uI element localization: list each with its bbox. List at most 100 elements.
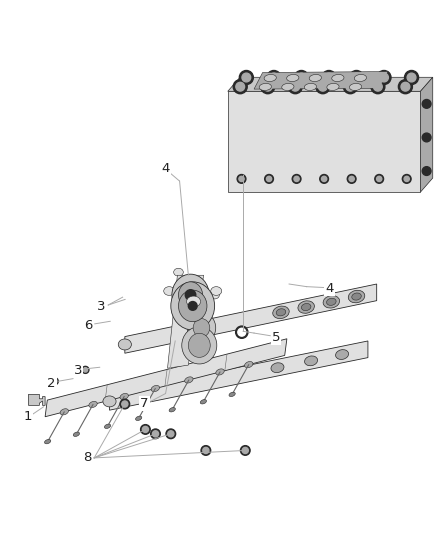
Text: 2: 2	[47, 376, 56, 390]
Text: 5: 5	[272, 331, 280, 344]
Circle shape	[294, 176, 299, 182]
Circle shape	[151, 429, 160, 439]
Ellipse shape	[282, 83, 294, 91]
Ellipse shape	[173, 268, 184, 276]
Circle shape	[120, 399, 130, 409]
Circle shape	[401, 82, 410, 91]
Circle shape	[320, 174, 328, 183]
Circle shape	[51, 378, 58, 385]
Circle shape	[239, 70, 253, 85]
Circle shape	[350, 70, 364, 85]
Ellipse shape	[327, 298, 336, 305]
Text: 7: 7	[140, 397, 149, 410]
Circle shape	[321, 176, 327, 182]
Ellipse shape	[354, 75, 367, 82]
Ellipse shape	[164, 287, 175, 295]
Ellipse shape	[178, 290, 207, 322]
Ellipse shape	[188, 333, 210, 358]
Circle shape	[239, 176, 244, 182]
Ellipse shape	[348, 290, 365, 303]
Polygon shape	[228, 77, 433, 91]
Ellipse shape	[169, 408, 175, 412]
Circle shape	[422, 133, 431, 142]
Circle shape	[404, 176, 410, 182]
Circle shape	[318, 82, 327, 91]
Circle shape	[152, 431, 159, 437]
Ellipse shape	[259, 83, 272, 91]
Ellipse shape	[104, 424, 111, 429]
Ellipse shape	[211, 287, 222, 295]
Ellipse shape	[187, 312, 216, 343]
Polygon shape	[420, 77, 433, 192]
Polygon shape	[110, 341, 368, 410]
Ellipse shape	[135, 416, 142, 421]
Ellipse shape	[309, 75, 321, 82]
Circle shape	[263, 82, 272, 91]
Circle shape	[203, 447, 209, 454]
Circle shape	[422, 167, 431, 175]
Circle shape	[292, 174, 301, 183]
Ellipse shape	[193, 319, 210, 337]
Polygon shape	[254, 71, 388, 89]
Ellipse shape	[103, 396, 116, 407]
Circle shape	[201, 446, 211, 455]
Circle shape	[403, 174, 411, 183]
Polygon shape	[228, 91, 420, 192]
Circle shape	[322, 70, 336, 85]
Ellipse shape	[173, 314, 183, 322]
Circle shape	[377, 176, 382, 182]
Ellipse shape	[304, 83, 317, 91]
Circle shape	[233, 80, 247, 94]
Circle shape	[236, 326, 248, 338]
Circle shape	[242, 73, 251, 82]
Ellipse shape	[301, 303, 311, 311]
Circle shape	[267, 70, 281, 85]
Text: 3: 3	[97, 300, 106, 313]
Circle shape	[266, 176, 272, 182]
Ellipse shape	[327, 83, 339, 91]
Circle shape	[83, 368, 88, 372]
Ellipse shape	[60, 409, 68, 415]
Circle shape	[185, 290, 196, 300]
Circle shape	[377, 70, 391, 85]
Circle shape	[407, 73, 416, 82]
Ellipse shape	[45, 439, 51, 444]
Circle shape	[405, 70, 419, 85]
Text: 6: 6	[84, 319, 93, 332]
Text: 4: 4	[325, 282, 334, 295]
Circle shape	[375, 174, 384, 183]
Ellipse shape	[89, 401, 97, 408]
Ellipse shape	[118, 339, 131, 350]
Circle shape	[265, 174, 273, 183]
Circle shape	[346, 82, 355, 91]
Circle shape	[371, 80, 385, 94]
Ellipse shape	[172, 274, 209, 316]
Circle shape	[168, 431, 174, 437]
Circle shape	[294, 70, 308, 85]
Circle shape	[374, 82, 382, 91]
Polygon shape	[45, 339, 287, 417]
Circle shape	[343, 80, 357, 94]
Circle shape	[240, 446, 250, 455]
Ellipse shape	[276, 309, 286, 316]
Circle shape	[141, 425, 150, 434]
Ellipse shape	[271, 363, 284, 373]
Circle shape	[242, 447, 248, 454]
Text: 3: 3	[74, 364, 82, 377]
Ellipse shape	[336, 350, 349, 359]
Circle shape	[399, 80, 413, 94]
Circle shape	[261, 80, 275, 94]
Circle shape	[352, 73, 361, 82]
Text: 4: 4	[161, 162, 170, 175]
Ellipse shape	[323, 296, 339, 308]
Circle shape	[380, 73, 389, 82]
Ellipse shape	[273, 306, 289, 319]
Ellipse shape	[120, 393, 128, 400]
Ellipse shape	[298, 301, 314, 313]
Ellipse shape	[244, 361, 253, 368]
Circle shape	[122, 401, 128, 407]
Ellipse shape	[182, 327, 217, 364]
Circle shape	[316, 80, 330, 94]
Ellipse shape	[264, 75, 276, 82]
Ellipse shape	[187, 296, 201, 307]
